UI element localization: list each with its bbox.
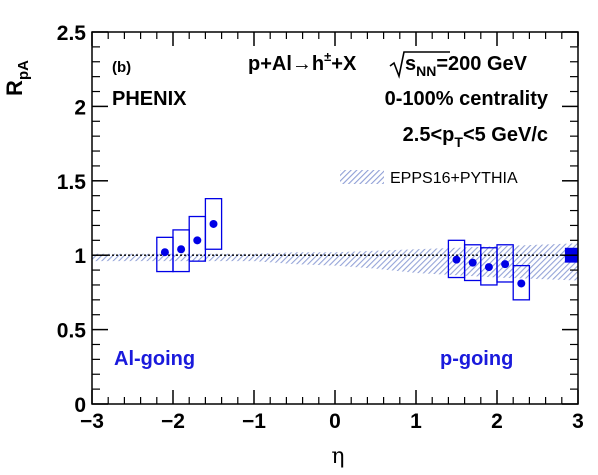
pt-prefix: 2.5<p [403,124,455,146]
centrality-label: 0-100% centrality [385,88,549,110]
region-label-p-going: p-going [440,348,513,370]
x-tick-label-0: −3 [80,410,104,433]
y-tick-label-4: 2 [74,96,86,119]
y-tick-label-3: 1.5 [57,171,87,194]
experiment-label: PHENIX [112,88,187,110]
y-tick-label-0: 0 [74,394,86,417]
syst-box-8 [512,264,531,301]
syst-box-7 [496,244,514,283]
x-tick-label-2: −1 [242,410,266,433]
data-point-2 [193,236,202,245]
reaction-label: p+Al→h±+X [248,49,357,75]
sqrt-energy-label: sNN=200 GeV [389,51,528,79]
data-point-6 [484,263,493,272]
sqrt-nn: NN [416,63,436,79]
x-tick-label-1: −2 [161,410,185,433]
region-label-al-going: Al-going [114,348,195,370]
y-axis-title-main: R [2,80,27,96]
syst-box-3 [204,198,223,250]
data-point-8 [517,279,526,288]
reaction-tail: +X [331,53,357,75]
energy-value: =200 GeV [436,53,527,75]
data-point-4 [452,255,461,264]
x-tick-label-3: 0 [329,410,341,433]
data-point-0 [160,248,169,257]
reaction-main: p+Al→h [248,53,324,75]
pt-suffix: <5 GeV/c [463,124,548,146]
data-point-7 [501,260,510,269]
x-axis-title: η [331,444,344,469]
x-tick-label-4: 1 [410,410,422,433]
panel-label: (b) [112,59,131,76]
legend-swatch [340,170,384,184]
sqrt-s: s [405,53,416,75]
legend-label: EPPS16+PYTHIA [390,170,518,187]
y-axis-title: RpA [2,60,32,96]
pt-sub: T [454,134,463,150]
data-point-3 [209,219,218,228]
y-tick-label-1: 0.5 [57,320,87,343]
reaction-sup: ± [324,49,331,64]
y-tick-label-5: 2.5 [57,22,87,45]
data-point-1 [177,245,186,254]
x-tick-label-5: 2 [491,410,503,433]
sqrt-sign [389,51,450,79]
model-band [92,243,578,281]
pt-range-label: 2.5<pT<5 GeV/c [403,124,548,150]
y-axis-title-sub: pA [15,60,32,80]
energy-label: sNN=200 GeV [405,53,528,79]
model-band-layer [92,243,578,281]
x-tick-label-6: 3 [572,410,584,433]
y-tick-label-2: 1 [74,245,86,268]
tick-layer: −3 −2 −1 0 1 2 3 0 0.5 1 1.5 2 2.5 [57,22,584,433]
data-point-5 [468,258,477,267]
